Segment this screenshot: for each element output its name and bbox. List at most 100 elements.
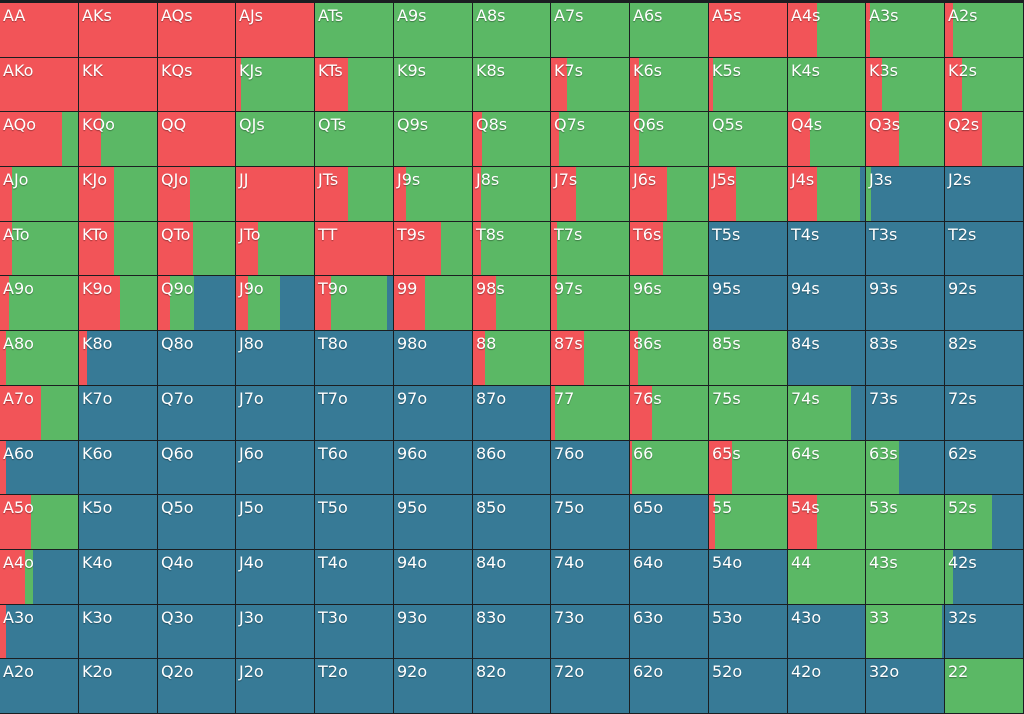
hand-cell[interactable]: K3s — [866, 58, 944, 111]
hand-cell[interactable]: J5s — [709, 167, 787, 221]
hand-cell[interactable]: Q6s — [630, 112, 708, 166]
hand-cell[interactable]: J8o — [236, 331, 314, 385]
hand-cell[interactable]: T7s — [551, 222, 629, 275]
hand-cell[interactable]: AA — [0, 3, 78, 57]
hand-cell[interactable]: Q2o — [158, 659, 235, 713]
hand-cell[interactable]: 54o — [709, 550, 787, 604]
hand-cell[interactable]: J9s — [394, 167, 472, 221]
hand-cell[interactable]: A6o — [0, 441, 78, 494]
hand-cell[interactable]: Q6o — [158, 441, 235, 494]
hand-cell[interactable]: K7s — [551, 58, 629, 111]
hand-cell[interactable]: K4s — [788, 58, 865, 111]
hand-cell[interactable]: Q7o — [158, 386, 235, 440]
hand-cell[interactable]: 54s — [788, 495, 865, 549]
hand-cell[interactable]: 95o — [394, 495, 472, 549]
hand-cell[interactable]: J7s — [551, 167, 629, 221]
hand-cell[interactable]: J3s — [866, 167, 944, 221]
hand-cell[interactable]: 99 — [394, 276, 472, 330]
hand-cell[interactable]: 97s — [551, 276, 629, 330]
hand-cell[interactable]: 42o — [788, 659, 865, 713]
hand-cell[interactable]: 63o — [630, 605, 708, 658]
hand-cell[interactable]: Q2s — [945, 112, 1023, 166]
hand-cell[interactable]: T9o — [315, 276, 393, 330]
hand-cell[interactable]: 82o — [473, 659, 550, 713]
hand-cell[interactable]: 92o — [394, 659, 472, 713]
hand-cell[interactable]: KQo — [79, 112, 157, 166]
hand-cell[interactable]: 85o — [473, 495, 550, 549]
hand-cell[interactable]: T4s — [788, 222, 865, 275]
hand-cell[interactable]: KJs — [236, 58, 314, 111]
hand-cell[interactable]: J4o — [236, 550, 314, 604]
hand-cell[interactable]: 43o — [788, 605, 865, 658]
hand-cell[interactable]: A3o — [0, 605, 78, 658]
hand-cell[interactable]: 93s — [866, 276, 944, 330]
hand-cell[interactable]: QJs — [236, 112, 314, 166]
hand-cell[interactable]: T6s — [630, 222, 708, 275]
hand-cell[interactable]: KTo — [79, 222, 157, 275]
hand-cell[interactable]: 52s — [945, 495, 1023, 549]
hand-cell[interactable]: Q3s — [866, 112, 944, 166]
hand-cell[interactable]: J9o — [236, 276, 314, 330]
hand-cell[interactable]: 74o — [551, 550, 629, 604]
hand-cell[interactable]: QJo — [158, 167, 235, 221]
hand-cell[interactable]: K5o — [79, 495, 157, 549]
hand-cell[interactable]: 88 — [473, 331, 550, 385]
hand-cell[interactable]: T8o — [315, 331, 393, 385]
hand-cell[interactable]: 92s — [945, 276, 1023, 330]
hand-cell[interactable]: 87o — [473, 386, 550, 440]
hand-cell[interactable]: AKs — [79, 3, 157, 57]
hand-cell[interactable]: 42s — [945, 550, 1023, 604]
hand-cell[interactable]: A9o — [0, 276, 78, 330]
hand-cell[interactable]: 73o — [551, 605, 629, 658]
hand-cell[interactable]: 66 — [630, 441, 708, 494]
hand-cell[interactable]: 62o — [630, 659, 708, 713]
hand-cell[interactable]: 86o — [473, 441, 550, 494]
hand-cell[interactable]: 77 — [551, 386, 629, 440]
hand-cell[interactable]: 53s — [866, 495, 944, 549]
hand-cell[interactable]: 93o — [394, 605, 472, 658]
hand-cell[interactable]: J7o — [236, 386, 314, 440]
hand-cell[interactable]: T8s — [473, 222, 550, 275]
hand-cell[interactable]: QQ — [158, 112, 235, 166]
hand-cell[interactable]: 96s — [630, 276, 708, 330]
hand-cell[interactable]: 94o — [394, 550, 472, 604]
hand-cell[interactable]: ATo — [0, 222, 78, 275]
hand-cell[interactable]: A8s — [473, 3, 550, 57]
hand-cell[interactable]: KQs — [158, 58, 235, 111]
hand-cell[interactable]: T4o — [315, 550, 393, 604]
hand-cell[interactable]: T7o — [315, 386, 393, 440]
hand-cell[interactable]: 98o — [394, 331, 472, 385]
hand-cell[interactable]: 83s — [866, 331, 944, 385]
hand-cell[interactable]: K3o — [79, 605, 157, 658]
hand-cell[interactable]: 22 — [945, 659, 1023, 713]
hand-cell[interactable]: Q8s — [473, 112, 550, 166]
hand-cell[interactable]: A2s — [945, 3, 1023, 57]
hand-cell[interactable]: 76s — [630, 386, 708, 440]
hand-cell[interactable]: 32o — [866, 659, 944, 713]
hand-cell[interactable]: 74s — [788, 386, 865, 440]
hand-cell[interactable]: 33 — [866, 605, 944, 658]
hand-cell[interactable]: 96o — [394, 441, 472, 494]
hand-cell[interactable]: T2s — [945, 222, 1023, 275]
hand-cell[interactable]: JJ — [236, 167, 314, 221]
hand-cell[interactable]: K2o — [79, 659, 157, 713]
hand-cell[interactable]: T2o — [315, 659, 393, 713]
hand-cell[interactable]: 72s — [945, 386, 1023, 440]
hand-cell[interactable]: QTo — [158, 222, 235, 275]
hand-cell[interactable]: 85s — [709, 331, 787, 385]
hand-cell[interactable]: 94s — [788, 276, 865, 330]
hand-cell[interactable]: 53o — [709, 605, 787, 658]
hand-cell[interactable]: J6o — [236, 441, 314, 494]
hand-cell[interactable]: ATs — [315, 3, 393, 57]
hand-cell[interactable]: A7o — [0, 386, 78, 440]
hand-cell[interactable]: 44 — [788, 550, 865, 604]
hand-cell[interactable]: 82s — [945, 331, 1023, 385]
hand-cell[interactable]: J2s — [945, 167, 1023, 221]
hand-cell[interactable]: 76o — [551, 441, 629, 494]
hand-cell[interactable]: 95s — [709, 276, 787, 330]
hand-cell[interactable]: K2s — [945, 58, 1023, 111]
hand-cell[interactable]: J4s — [788, 167, 865, 221]
hand-cell[interactable]: A4s — [788, 3, 865, 57]
hand-cell[interactable]: 72o — [551, 659, 629, 713]
hand-cell[interactable]: 87s — [551, 331, 629, 385]
